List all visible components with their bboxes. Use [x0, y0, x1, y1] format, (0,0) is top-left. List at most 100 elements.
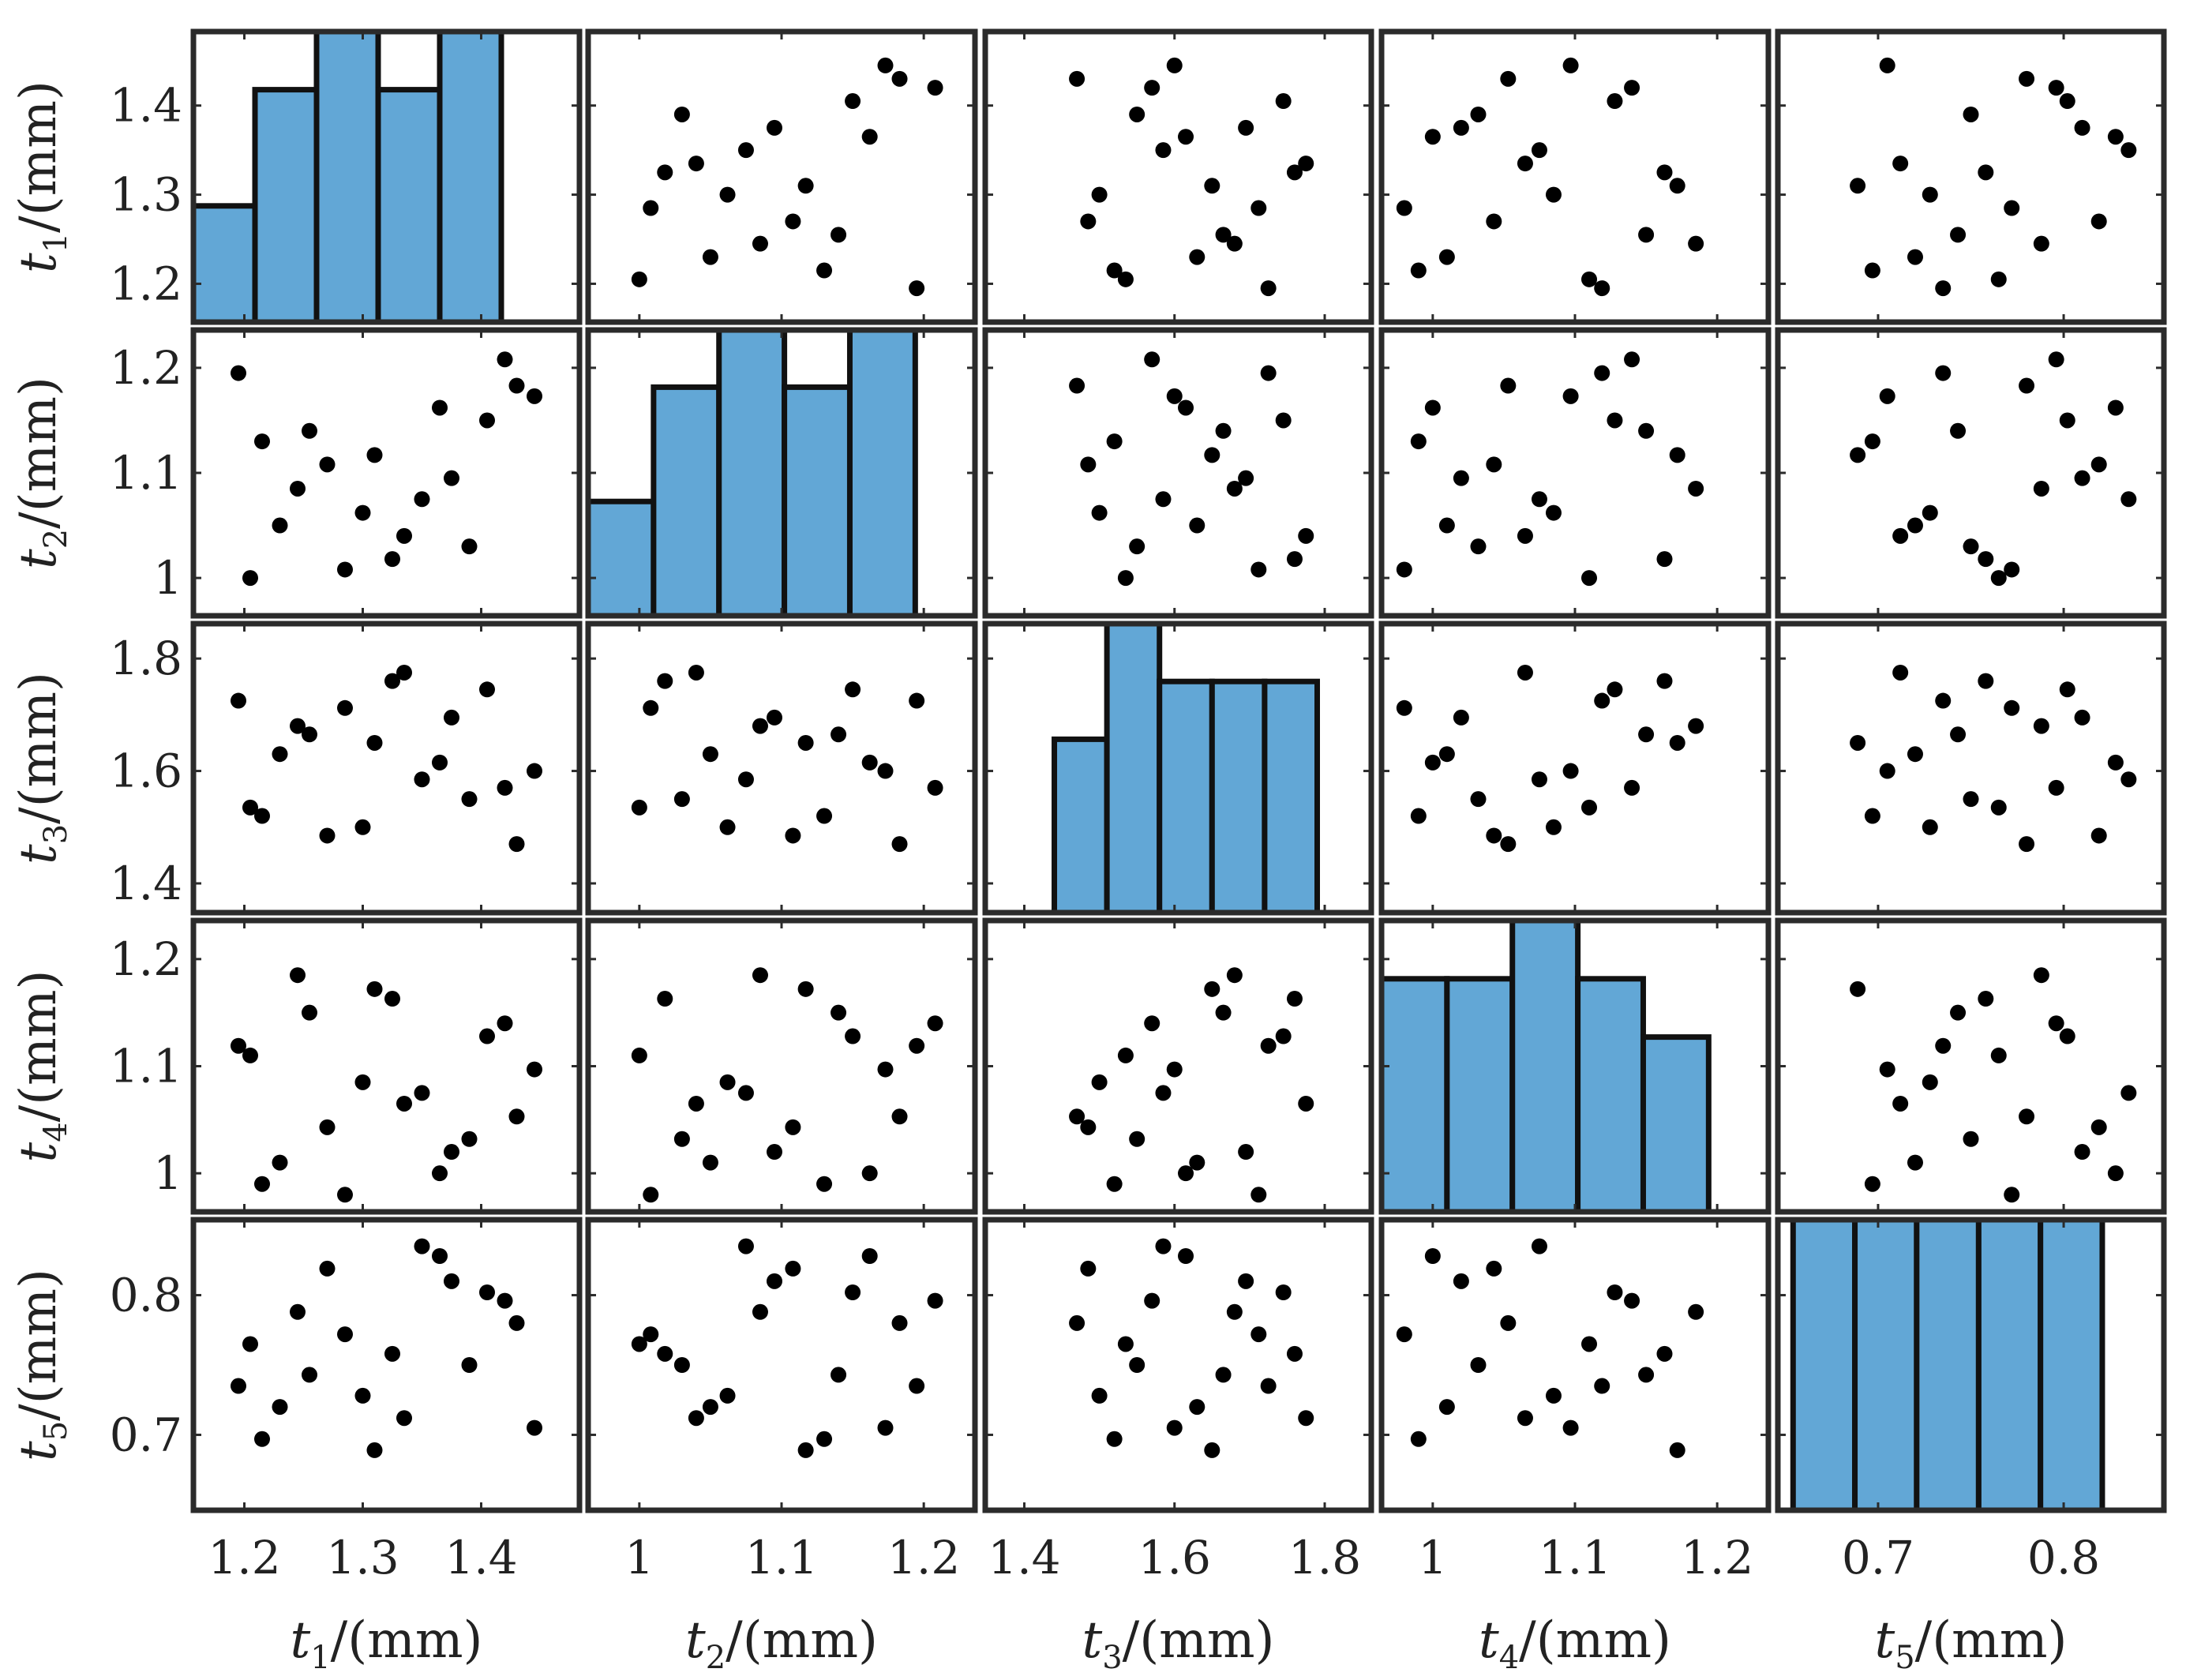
scatter-point [1226, 480, 1243, 497]
scatter-point [231, 365, 246, 381]
scatter-point [1166, 388, 1183, 404]
panel-frame [190, 917, 583, 1215]
scatter-point [631, 799, 647, 816]
scatter-point [785, 213, 801, 230]
scatter-point [2048, 779, 2064, 796]
scatter-point [845, 1284, 861, 1300]
scatter-point [1688, 1303, 1704, 1320]
x-tick-label: 0.7 [1842, 1531, 1914, 1584]
scatter-point [2048, 80, 2064, 96]
scatter-point [290, 1303, 306, 1320]
scatter-point [1424, 129, 1441, 145]
scatter-point [508, 377, 525, 394]
scatter-point [1250, 200, 1267, 216]
scatter-point [1298, 1410, 1314, 1427]
y-axis-label-t5: t5/(mm) [9, 1269, 74, 1461]
panel-content [1069, 351, 1314, 587]
scatter-point [1129, 1357, 1145, 1373]
scatter-point [785, 1119, 801, 1135]
scatter-point [1978, 164, 1994, 181]
histogram-bar [1052, 736, 1110, 913]
scatter-point [1656, 1345, 1673, 1362]
scatter-point [845, 93, 861, 110]
scatter-point [302, 1004, 317, 1021]
scatter-point [1215, 227, 1232, 243]
scatter-point [1286, 1345, 1303, 1362]
panel-content [1850, 664, 2137, 853]
scatter-panel-t3-t5 [1778, 624, 2164, 913]
panel-content [231, 1238, 542, 1458]
scatter-point [1607, 412, 1623, 429]
scatter-point [1453, 470, 1469, 486]
scatter-point [1250, 1187, 1267, 1203]
histogram-bar [1444, 976, 1516, 1212]
scatter-point [891, 70, 908, 87]
scatter-point [927, 779, 943, 796]
scatter-point [1396, 1326, 1412, 1343]
x-axis-label-t2: t2/(mm) [685, 1611, 878, 1676]
scatter-point [444, 709, 459, 726]
scatter-point [354, 1387, 371, 1404]
scatter-point [1226, 967, 1243, 984]
histogram-bar [1382, 976, 1450, 1212]
scatter-point [1978, 991, 1994, 1007]
scatter-point [432, 1165, 448, 1182]
scatter-point [673, 791, 690, 808]
x-tick-label: 1.4 [444, 1531, 517, 1584]
y-tick-label: 0.8 [110, 1269, 182, 1322]
scatter-point [909, 692, 925, 709]
y-tick-label: 1.2 [110, 257, 182, 310]
scatter-point [1438, 1399, 1455, 1416]
x-tick-label: 1.8 [1288, 1531, 1361, 1584]
scatter-point [909, 1378, 925, 1394]
scatter-point [1978, 673, 1994, 689]
histogram-bar [375, 87, 443, 322]
scatter-point [497, 1015, 513, 1032]
scatter-point [1204, 447, 1220, 463]
scatter-point [366, 734, 383, 751]
scatter-point [272, 746, 288, 763]
panel-content [231, 351, 542, 587]
scatter-point [2120, 142, 2137, 159]
scatter-point [2004, 200, 2020, 216]
scatter-point [1438, 517, 1455, 534]
scatter-point [1922, 819, 1938, 835]
histogram-bar [437, 32, 504, 322]
scatter-point [909, 280, 925, 297]
histogram-bar [651, 384, 722, 616]
scatter-point [1238, 119, 1254, 136]
scatter-point [1879, 388, 1895, 404]
scatter-point [1204, 178, 1220, 194]
scatter-point [1688, 480, 1704, 497]
scatter-point [737, 142, 754, 159]
scatter-point [816, 1431, 833, 1447]
scatter-point [290, 718, 306, 734]
scatter-point [1298, 1095, 1314, 1112]
scatter-point [1907, 517, 1923, 534]
scatter-point [816, 1176, 833, 1192]
scatter-point [1189, 249, 1205, 265]
scatter-point [2059, 1028, 2075, 1044]
panel-content [1069, 967, 1314, 1203]
scatter-point [1500, 70, 1517, 87]
scatter-point [1144, 1292, 1160, 1309]
scatter-point [1531, 142, 1547, 159]
scatter-point [891, 1108, 908, 1125]
scatter-panel-t1-t4 [1382, 32, 1768, 322]
scatter-point [1935, 280, 1952, 297]
scatter-point [1069, 377, 1086, 394]
panel-content [231, 967, 542, 1203]
scatter-point [1453, 709, 1469, 726]
scatter-point [231, 1378, 246, 1394]
scatter-point [702, 746, 718, 763]
scatter-point [527, 763, 542, 779]
scatter-point [1688, 235, 1704, 252]
scatter-point [1410, 808, 1427, 824]
scatter-point [1453, 119, 1469, 136]
scatter-point [643, 200, 659, 216]
scatter-point [766, 709, 782, 726]
scatter-point [1215, 422, 1232, 439]
histogram-bar [1157, 678, 1215, 913]
scatter-point [1226, 1303, 1243, 1320]
scatter-point [1424, 1248, 1441, 1264]
